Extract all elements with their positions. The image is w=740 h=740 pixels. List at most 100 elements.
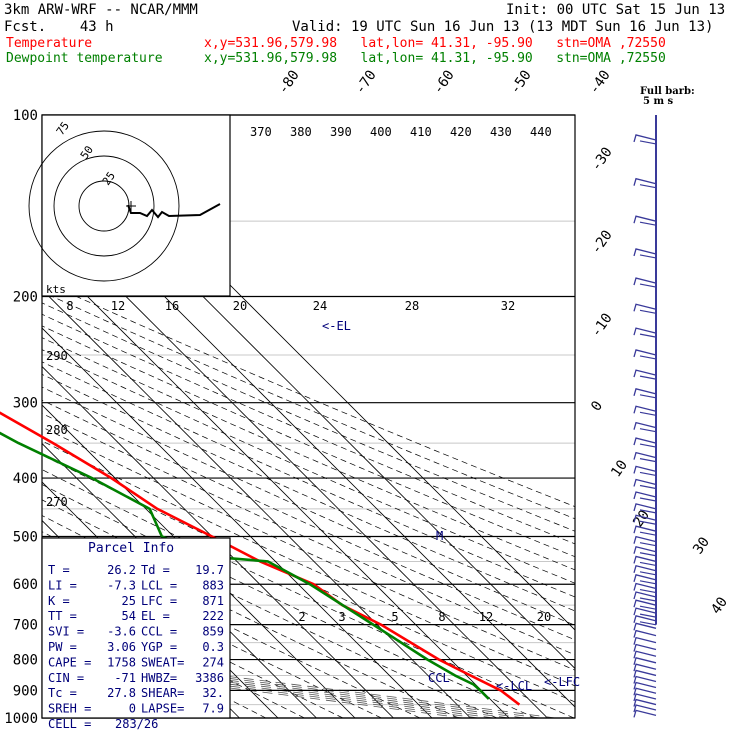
wind-barb [633, 503, 657, 512]
isotherm-label: -50 [507, 67, 535, 97]
parcel-param-value: 19.7 [195, 563, 224, 577]
parcel-param-value: 7.9 [202, 702, 224, 716]
theta-side-label: 290 [46, 349, 68, 363]
mixing-ratio-label: 12 [111, 299, 125, 313]
pressure-label: 900 [13, 683, 38, 699]
wind-barb [639, 552, 657, 557]
wind-barb [639, 597, 657, 602]
wind-barb [633, 629, 657, 638]
isotherm-line [42, 365, 394, 718]
mixing-ratio-label: 24 [313, 299, 327, 313]
wind-barb [633, 277, 657, 286]
wind-barb [633, 134, 657, 143]
temperature-location: x,y=531.96,579.98 lat,lon= 41.31, -95.90… [204, 36, 666, 51]
wind-barb [639, 588, 657, 594]
hodograph-ring-label: 50 [78, 143, 96, 161]
parcel-param-value: 1758 [107, 655, 136, 669]
isotherm-label: -20 [588, 227, 616, 257]
mixing-ratio-label: 3 [338, 610, 345, 624]
wind-barb [633, 709, 657, 718]
wind-barb [639, 140, 657, 145]
pressure-label: 1000 [4, 711, 38, 727]
parcel-param-label: HWBZ= [141, 671, 177, 685]
wind-barb [633, 650, 657, 659]
pressure-label: 700 [13, 618, 38, 634]
wind-barb [639, 283, 657, 288]
wind-barb [633, 451, 657, 460]
parcel-param-label: TT = [48, 609, 77, 623]
wind-barb [639, 509, 657, 514]
isotherm-label: 40 [708, 594, 731, 617]
full-barb-label: Full barb: [640, 86, 695, 97]
pressure-label: 500 [13, 529, 38, 545]
wind-barb [633, 303, 657, 312]
wind-barb [639, 411, 657, 416]
wind-barb [633, 622, 657, 631]
parcel-param-value: 0.3 [202, 640, 224, 654]
mixing-ratio-label: 28 [405, 299, 419, 313]
wind-barb [633, 177, 657, 186]
sounding-annotation: <-EL [322, 319, 351, 333]
theta-side-label: 270 [46, 495, 68, 509]
isotherm-label: -60 [430, 67, 458, 97]
dewpoint-location: x,y=531.96,579.98 lat,lon= 41.31, -95.90… [204, 51, 666, 66]
pressure-label: 300 [13, 396, 38, 412]
wind-barb [633, 669, 657, 678]
sounding-annotation: M [436, 529, 443, 543]
isotherm-line [42, 250, 510, 718]
pressure-label: 800 [13, 653, 38, 669]
parcel-param-label: CIN = [48, 671, 84, 685]
parcel-param-label: LI = [48, 578, 77, 592]
temperature-legend: Temperature [6, 36, 93, 51]
theta-label: 390 [330, 125, 352, 139]
parcel-param-value: 54 [122, 609, 136, 623]
parcel-param-label: LFC = [141, 594, 177, 608]
sounding-annotation: CCL [428, 671, 450, 685]
pressure-label: 400 [13, 471, 38, 487]
isotherm-label: -40 [586, 67, 614, 97]
parcel-param-value: -7.3 [107, 578, 136, 592]
wind-barb [639, 531, 657, 536]
mixing-ratio-label: 32 [501, 299, 515, 313]
temperature-line [0, 411, 521, 706]
wind-barb [633, 675, 657, 684]
wind-barb [633, 636, 657, 645]
isotherm-label: 20 [630, 507, 653, 530]
hodograph-ring-label: 75 [54, 119, 72, 137]
wind-barb [639, 580, 657, 585]
dry-adiabat [42, 399, 575, 641]
wind-barb [633, 704, 657, 713]
parcel-param-label: T = [48, 563, 70, 577]
parcel-param-value: 32. [202, 686, 224, 700]
mixing-ratio-label: 16 [165, 299, 179, 313]
wind-barb [633, 514, 657, 523]
theta-label: 410 [410, 125, 432, 139]
parcel-param-label: PW = [48, 640, 77, 654]
isotherm-label: -10 [588, 310, 616, 340]
parcel-param-label: LAPSE= [141, 702, 184, 716]
isotherm-label: -80 [275, 67, 303, 97]
isotherm-label: 0 [588, 398, 606, 414]
parcel-param-label: SWEAT= [141, 655, 184, 669]
parcel-param-label: CCL = [141, 625, 177, 639]
wind-barb [633, 465, 657, 474]
parcel-param-value: -71 [114, 671, 136, 685]
wind-barb [633, 491, 657, 500]
hodograph-trace [127, 203, 221, 219]
wind-barb [633, 478, 657, 487]
wind-barb [633, 535, 657, 544]
wind-barb [633, 565, 657, 573]
theta-side-label: 280 [46, 423, 68, 437]
moist-adiabat [42, 653, 556, 718]
moist-adiabat [42, 655, 540, 718]
parcel-param-value: 26.2 [107, 563, 136, 577]
mixing-ratio-label: 5 [391, 610, 398, 624]
wind-barb [633, 657, 657, 665]
parcel-info-box: Parcel Info T = 26.2 Td = 19.7 LI = -7.3 LCL = 8… [41, 537, 231, 731]
isotherm-label: -30 [588, 144, 616, 174]
parcel-param-label: YGP = [141, 640, 177, 654]
wind-barb [633, 421, 657, 430]
parcel-param-value: 883 [202, 578, 224, 592]
wind-barb [633, 215, 657, 224]
